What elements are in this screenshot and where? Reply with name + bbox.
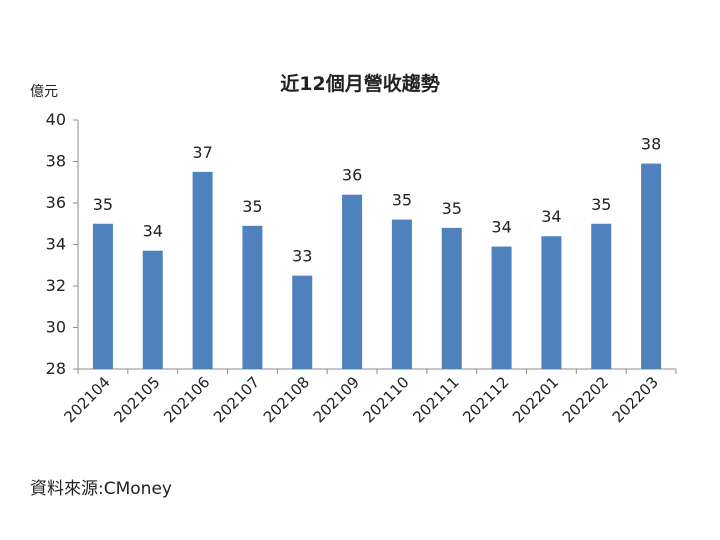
x-tick-label: 202107 — [210, 373, 263, 426]
plot-area: 28 30 32 34 36 38 40 35 202104 34 202105 37 202106 35… — [46, 110, 677, 426]
bar — [591, 223, 612, 369]
data-label: 33 — [292, 247, 312, 266]
y-tick-label: 28 — [46, 359, 66, 378]
bar — [342, 194, 363, 369]
bar — [491, 246, 512, 369]
data-label: 36 — [342, 166, 362, 185]
data-label: 34 — [143, 222, 163, 241]
x-tick-label: 202110 — [360, 373, 413, 426]
data-label: 35 — [242, 197, 262, 216]
bar — [641, 163, 662, 369]
x-tick-label: 202111 — [409, 373, 462, 426]
y-tick-label: 36 — [46, 193, 66, 212]
chart-title: 近12個月營收趨勢 — [280, 72, 439, 95]
bar — [192, 171, 213, 369]
x-tick-label: 202104 — [61, 373, 114, 426]
bar — [92, 223, 113, 369]
data-label: 35 — [392, 191, 412, 210]
source-note: 資料來源:CMoney — [30, 479, 172, 499]
y-tick-label: 40 — [46, 110, 66, 129]
y-tick-label: 32 — [46, 276, 66, 295]
data-label: 38 — [641, 135, 661, 154]
data-label: 35 — [93, 195, 113, 214]
data-label: 37 — [192, 143, 212, 162]
y-tick-label: 38 — [46, 152, 66, 171]
x-tick-label: 202109 — [310, 373, 363, 426]
bar — [441, 227, 462, 369]
bar — [292, 275, 313, 369]
bar — [142, 250, 163, 369]
x-tick-label: 202108 — [260, 373, 313, 426]
x-tick-label: 202202 — [559, 373, 612, 426]
x-tick-label: 202112 — [459, 373, 512, 426]
bar — [541, 236, 562, 369]
data-label: 35 — [591, 195, 611, 214]
y-axis-label: 億元 — [30, 84, 58, 100]
x-tick-label: 202201 — [509, 373, 562, 426]
data-label: 34 — [491, 218, 511, 237]
x-tick-label: 202106 — [160, 373, 213, 426]
bar — [242, 225, 263, 369]
bar — [391, 219, 412, 369]
data-label: 35 — [442, 199, 462, 218]
x-tick-label: 202203 — [609, 373, 662, 426]
y-tick-label: 34 — [46, 235, 66, 254]
x-tick-label: 202105 — [110, 373, 163, 426]
revenue-bar-chart: 近12個月營收趨勢 億元 28 30 32 34 36 38 40 35 202104 34 202… — [30, 72, 677, 426]
data-label: 34 — [541, 207, 561, 226]
y-tick-label: 30 — [46, 318, 66, 337]
